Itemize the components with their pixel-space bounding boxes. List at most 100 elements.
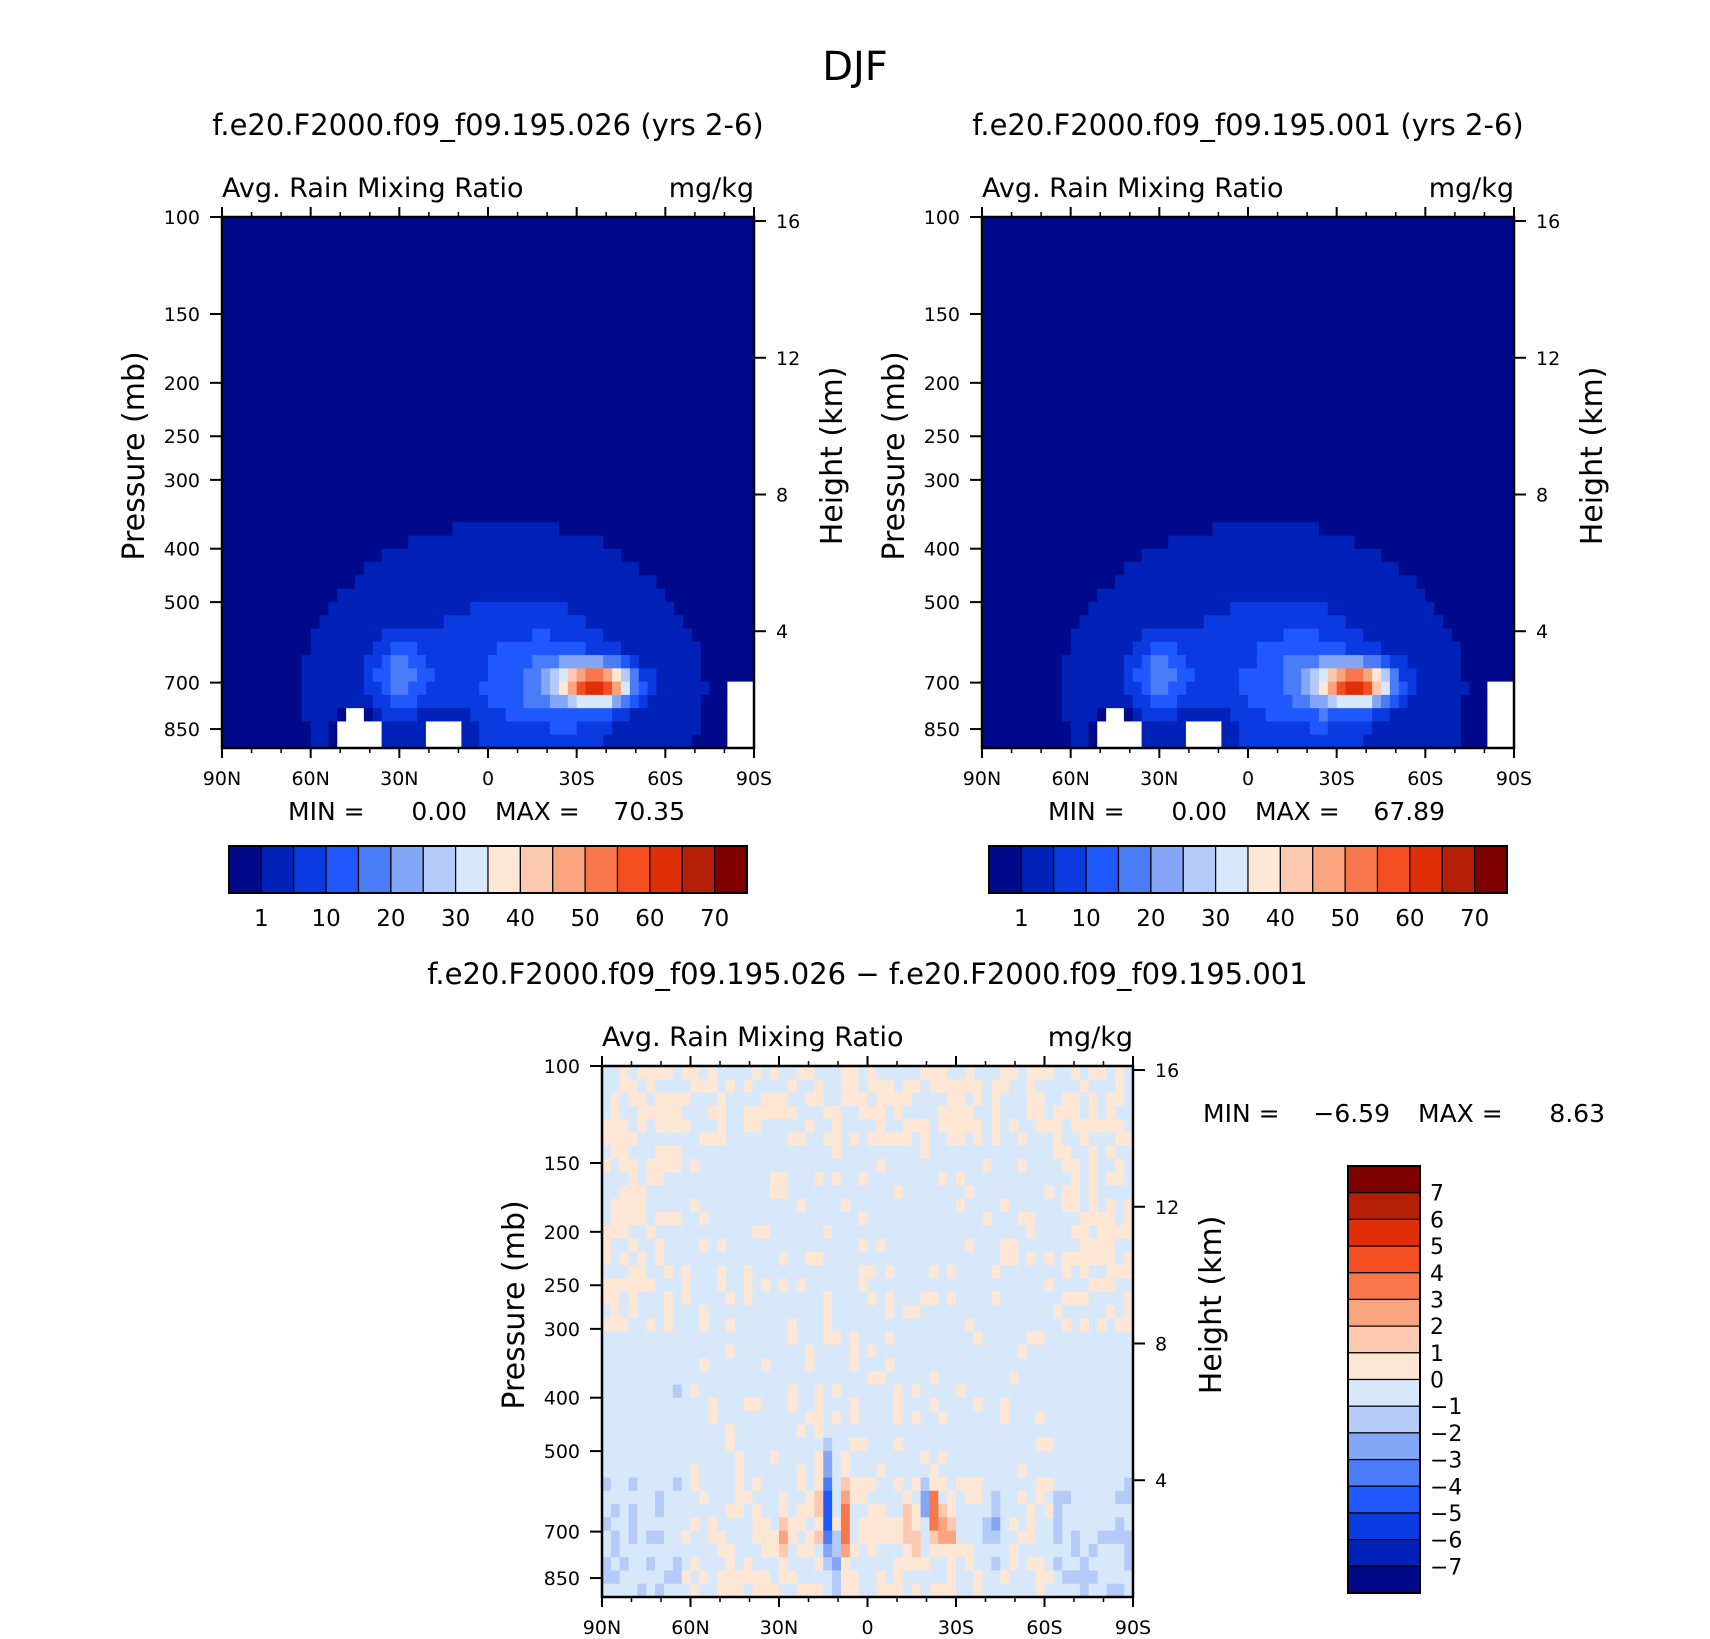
colorbar: 1 10 20 30 40 50 60 70 (988, 845, 1508, 932)
field-cell (408, 668, 418, 683)
field-cell (727, 455, 737, 470)
field-cell (1292, 349, 1302, 364)
field-cell (1044, 416, 1054, 431)
field-cell (1327, 495, 1338, 510)
field-cell (700, 708, 711, 723)
field-cell (1132, 694, 1143, 709)
field-cell (1194, 482, 1205, 497)
field-cell (1336, 495, 1347, 510)
field-cell (612, 628, 622, 643)
field-cell (1274, 495, 1285, 510)
field-cell (1239, 522, 1249, 537)
colorbar: 1 10 20 30 40 50 60 70 (228, 845, 748, 932)
field-cell (470, 655, 480, 669)
field-cell (257, 601, 267, 616)
field-cell (1185, 708, 1196, 723)
field-cell (479, 522, 489, 537)
field-cell (1310, 548, 1320, 563)
field-cell (1221, 522, 1231, 537)
field-cell (222, 243, 232, 258)
field-cell (1248, 628, 1258, 643)
field-cell (1132, 509, 1143, 523)
field-cell (1292, 429, 1302, 444)
y-tick-label: 850 (924, 719, 960, 741)
field-cell (408, 270, 418, 284)
field-cell (1407, 734, 1418, 749)
colorbar-swatch (552, 845, 586, 894)
field-cell (1318, 655, 1329, 669)
field-cell (1345, 256, 1355, 271)
field-cell (1221, 535, 1231, 550)
field-cell (301, 230, 312, 245)
field-cell (594, 442, 604, 457)
field-cell (629, 708, 640, 723)
field-cell (1141, 469, 1152, 484)
field-cell (1478, 708, 1488, 723)
field-cell (1389, 562, 1400, 577)
field-cell (488, 482, 498, 497)
field-cell (1106, 641, 1116, 656)
field-cell (1363, 336, 1373, 351)
field-cell (1070, 615, 1081, 630)
field-cell (1336, 455, 1347, 470)
field-cell (1141, 601, 1152, 616)
field-cell (470, 509, 480, 523)
field-cell (425, 309, 436, 324)
field-cell (496, 389, 507, 404)
field-cell (1505, 734, 1515, 749)
field-cell (1336, 641, 1347, 656)
field-cell (337, 270, 347, 284)
field-cell (999, 243, 1010, 258)
field-cell (709, 562, 720, 577)
field-cell (1292, 363, 1302, 377)
field-cell (328, 349, 338, 364)
field-cell (1097, 389, 1107, 404)
field-cell (222, 349, 232, 364)
field-cell (1088, 588, 1098, 603)
field-cell (612, 615, 622, 630)
field-cell (1469, 495, 1480, 510)
field-cell (523, 575, 533, 590)
field-cell (372, 336, 383, 351)
field-cell (523, 615, 533, 630)
field-cell (1044, 588, 1054, 603)
field-cell (1026, 522, 1036, 537)
field-cell (275, 522, 285, 537)
field-cell (248, 442, 259, 457)
field-cell (1194, 535, 1205, 550)
field-cell (399, 694, 409, 709)
field-cell (239, 336, 250, 351)
field-cell (434, 309, 445, 324)
field-cell (532, 694, 542, 709)
field-cell (337, 296, 347, 311)
field-cell (1230, 694, 1240, 709)
field-cell (1469, 509, 1480, 523)
field-cell (1008, 588, 1019, 603)
field-cell (1248, 641, 1258, 656)
field-cell (1044, 668, 1054, 683)
field-cell (990, 256, 1001, 271)
field-cell (390, 495, 400, 510)
field-cell (1292, 283, 1302, 298)
field-cell (1460, 283, 1471, 298)
field-cell (292, 455, 303, 470)
field-cell (1451, 363, 1462, 377)
field-cell (1372, 243, 1382, 258)
field-cell (399, 641, 409, 656)
field-cell (355, 389, 365, 404)
field-cell (1026, 628, 1036, 643)
field-cell (1017, 469, 1027, 484)
field-cell (1248, 376, 1258, 391)
field-cell (541, 562, 551, 577)
field-cell (1443, 601, 1453, 616)
field-cell (638, 243, 649, 258)
field-cell (363, 323, 374, 338)
field-cell (709, 389, 720, 404)
field-cell (1487, 230, 1497, 245)
field-cell (417, 270, 427, 284)
field-cell (1035, 323, 1045, 338)
field-cell (266, 694, 276, 709)
field-cell (292, 283, 303, 298)
field-cell (736, 283, 746, 298)
field-cell (1496, 376, 1506, 391)
